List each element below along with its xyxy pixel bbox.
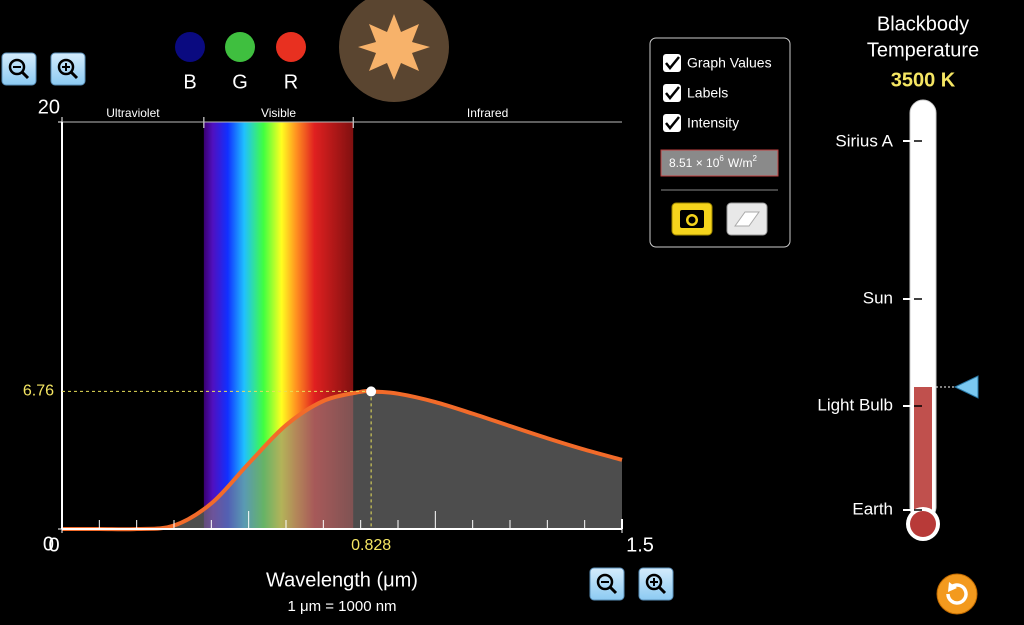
sensor-label: B	[183, 71, 196, 93]
x-zoom-out[interactable]	[589, 567, 625, 601]
thermometer-fill	[914, 387, 932, 522]
blue-sensor	[175, 32, 205, 62]
intensity-box	[660, 149, 779, 177]
x-zoom-in[interactable]	[638, 567, 674, 601]
thermometer-ticks	[914, 140, 922, 511]
x-tick-label: 0	[48, 534, 59, 556]
option-label: Graph Values	[687, 55, 772, 71]
y-zoom-out[interactable]	[1, 52, 37, 86]
snapshot-button[interactable]	[671, 202, 713, 236]
checkbox[interactable]	[663, 84, 681, 102]
erase-button[interactable]	[726, 202, 768, 236]
thermometer-bulb	[910, 511, 936, 537]
band-label: Infrared	[467, 106, 508, 120]
chart: Wavelength (μm) 1 μm = 1000 nm Ultraviol…	[23, 96, 654, 615]
x-axis-subtitle: 1 μm = 1000 nm	[287, 598, 396, 615]
green-sensor	[225, 32, 255, 62]
band-label: Visible	[261, 106, 296, 120]
y-zoom-in[interactable]	[50, 52, 86, 86]
option-label: Intensity	[687, 115, 739, 131]
peak-y-label: 6.76	[23, 383, 54, 400]
thermometer-title: Temperature	[867, 39, 979, 61]
option-label: Labels	[687, 85, 728, 101]
temp-slider[interactable]	[953, 375, 979, 399]
star-icon	[358, 14, 430, 80]
options-panel	[649, 37, 791, 248]
temp-marker-label: Light Bulb	[817, 395, 893, 414]
checkbox[interactable]	[663, 54, 681, 72]
sensor-label: R	[284, 71, 298, 93]
temperature-readout: 3500 K	[891, 69, 956, 91]
sensor-label: G	[232, 71, 248, 93]
intensity-mantissa: 8.51 × 10	[669, 156, 720, 170]
checkbox[interactable]	[663, 114, 681, 132]
intensity-exponent: 6	[719, 154, 724, 163]
y-tick-label: 0	[43, 533, 54, 555]
intensity-value: 8.51 × 106 W/m2	[669, 154, 758, 170]
x-tick-label: 1.5	[626, 534, 654, 556]
x-axis-title: Wavelength (μm)	[266, 569, 418, 591]
reset-button[interactable]	[936, 573, 978, 615]
temp-marker-label: Sun	[863, 288, 893, 307]
peak-point	[366, 386, 377, 397]
peak-x-label: 0.828	[351, 537, 391, 554]
band-label: Ultraviolet	[106, 106, 160, 120]
spectrum-curve	[62, 388, 623, 532]
intensity-unit-exponent: 2	[753, 154, 758, 163]
temp-marker-label: Earth	[852, 499, 893, 518]
curve-area	[62, 390, 622, 530]
y-tick-label: 20	[38, 96, 60, 118]
red-sensor	[276, 32, 306, 62]
temp-marker-ticks	[903, 140, 911, 511]
intensity-unit: W/m	[728, 156, 753, 170]
temp-marker-label: Sirius A	[835, 131, 893, 150]
thermometer-title: Blackbody	[877, 13, 969, 35]
